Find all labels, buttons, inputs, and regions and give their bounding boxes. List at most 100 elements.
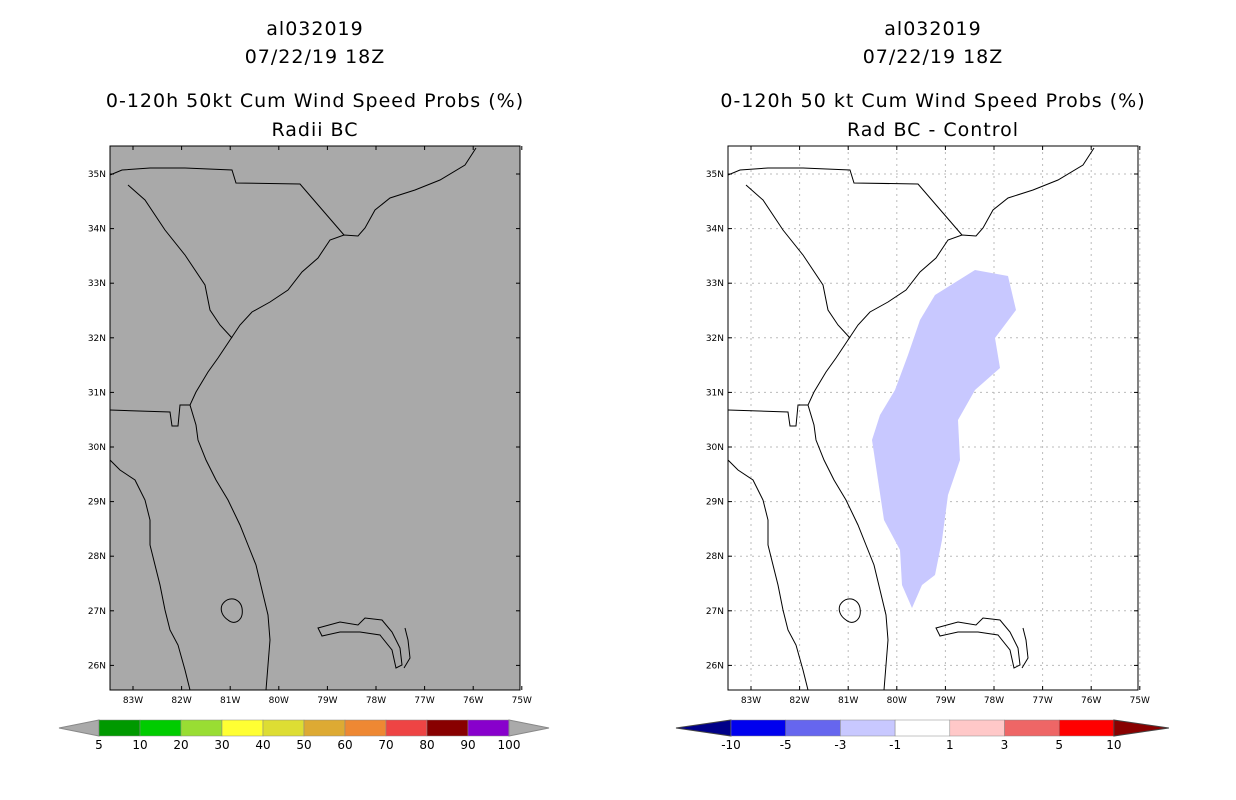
lon-label: 80W — [887, 696, 907, 706]
lat-label: 29N — [706, 498, 724, 508]
lon-label: 83W — [123, 696, 143, 706]
legend-label: 5 — [95, 738, 103, 752]
legend-label: 50 — [296, 738, 311, 752]
lon-label: 81W — [838, 696, 858, 706]
lat-label: 35N — [88, 170, 106, 180]
lon-label: 78W — [984, 696, 1004, 706]
left-title-storm-id: al032019 — [266, 18, 364, 40]
lat-label: 31N — [706, 388, 724, 398]
legend-label: 20 — [173, 738, 188, 752]
lon-label: 79W — [935, 696, 955, 706]
lon-label: 82W — [171, 696, 191, 706]
right-title-subtitle: Rad BC - Control — [846, 119, 1020, 141]
right-lon-ticks: 83W 82W 81W 80W 79W 78W 77W 76W 75W — [741, 146, 1150, 706]
legend-swatch — [840, 719, 896, 737]
legend-label: 70 — [378, 738, 393, 752]
left-title-datetime: 07/22/19 18Z — [244, 46, 386, 68]
lat-label: 34N — [88, 225, 106, 235]
lat-label: 33N — [706, 279, 724, 289]
lat-label: 35N — [706, 170, 724, 180]
lon-label: 82W — [789, 696, 809, 706]
lat-label: 26N — [88, 661, 106, 671]
lon-label: 83W — [741, 696, 761, 706]
lat-label: 30N — [88, 443, 106, 453]
legend-under-arrow — [675, 719, 732, 737]
legend-swatch — [344, 719, 387, 737]
lon-label: 79W — [317, 696, 337, 706]
legend-swatch — [1004, 719, 1060, 737]
lon-label: 75W — [1130, 696, 1150, 706]
lon-label: 76W — [463, 696, 483, 706]
right-title-product: 0-120h 50 kt Cum Wind Speed Probs (%) — [720, 90, 1146, 112]
lat-label: 34N — [706, 225, 724, 235]
lat-label: 32N — [88, 334, 106, 344]
legend-label: -5 — [780, 738, 792, 752]
legend-swatch — [221, 719, 264, 737]
lat-label: 27N — [706, 607, 724, 617]
lat-label: 26N — [706, 661, 724, 671]
legend-label: 40 — [255, 738, 270, 752]
lon-label: 76W — [1081, 696, 1101, 706]
lon-label: 81W — [220, 696, 240, 706]
legend-under-arrow — [58, 719, 100, 737]
lat-label: 30N — [706, 443, 724, 453]
left-map-background — [110, 146, 520, 690]
lat-label: 33N — [88, 279, 106, 289]
legend-label: 10 — [1106, 738, 1121, 752]
legend-label: 5 — [1055, 738, 1063, 752]
legend-label: 60 — [337, 738, 352, 752]
right-coastline — [727, 147, 1095, 691]
legend-swatch — [262, 719, 305, 737]
lon-label: 75W — [512, 696, 532, 706]
legend-label: 10 — [132, 738, 147, 752]
legend-swatch — [467, 719, 510, 737]
lat-label: 28N — [88, 552, 106, 562]
legend-swatch — [180, 719, 223, 737]
left-title-subtitle: Radii BC — [271, 119, 359, 141]
legend-label: -1 — [889, 738, 901, 752]
legend-over-arrow — [1113, 719, 1169, 737]
legend-label: 80 — [419, 738, 434, 752]
legend-swatch — [894, 719, 951, 737]
right-map-frame — [727, 145, 1139, 691]
lat-label: 29N — [88, 498, 106, 508]
lat-label: 27N — [88, 607, 106, 617]
legend-label: -10 — [721, 738, 741, 752]
left-legend: 5 10 20 30 40 50 60 70 80 90 100 — [58, 719, 550, 752]
right-title-storm-id: al032019 — [884, 18, 982, 40]
legend-swatch — [730, 719, 786, 737]
legend-swatch — [1058, 719, 1115, 737]
legend-swatch — [785, 719, 841, 737]
legend-swatch — [139, 719, 182, 737]
legend-swatch — [98, 719, 141, 737]
right-lat-ticks: 35N 34N 33N 32N 31N 30N 29N 28N 27N 26N — [706, 170, 1138, 671]
right-probability-difference-region — [872, 270, 1016, 608]
legend-over-arrow — [508, 719, 550, 737]
legend-swatch — [385, 719, 428, 737]
lon-label: 77W — [414, 696, 434, 706]
right-legend: -10 -5 -3 -1 1 3 5 10 — [675, 719, 1169, 752]
legend-swatch — [949, 719, 1005, 737]
legend-label: 100 — [498, 738, 521, 752]
legend-label: 30 — [214, 738, 229, 752]
lat-label: 28N — [706, 552, 724, 562]
left-map-frame — [109, 145, 521, 691]
right-title-datetime: 07/22/19 18Z — [862, 46, 1004, 68]
left-map: 35N 34N 33N 32N 31N 30N 29N 28N 27N 26N 83W 82W 81W… — [58, 145, 550, 752]
legend-label: 3 — [1001, 738, 1009, 752]
lon-label: 77W — [1032, 696, 1052, 706]
lat-label: 31N — [88, 388, 106, 398]
lon-label: 78W — [366, 696, 386, 706]
legend-swatch — [426, 719, 469, 737]
left-coastline — [109, 147, 477, 691]
legend-label: 90 — [460, 738, 475, 752]
right-map: 35N 34N 33N 32N 31N 30N 29N 28N 27N 26N 83W 82W 81W… — [675, 145, 1169, 752]
legend-swatch — [303, 719, 346, 737]
legend-label: -3 — [834, 738, 846, 752]
lon-label: 80W — [269, 696, 289, 706]
left-lon-ticks: 83W 82W 81W 80W 79W 78W 77W 76W 75W — [123, 146, 532, 706]
left-title-product: 0-120h 50kt Cum Wind Speed Probs (%) — [105, 90, 525, 112]
legend-label: 1 — [946, 738, 954, 752]
left-lat-ticks: 35N 34N 33N 32N 31N 30N 29N 28N 27N 26N — [88, 170, 520, 671]
lat-label: 32N — [706, 334, 724, 344]
